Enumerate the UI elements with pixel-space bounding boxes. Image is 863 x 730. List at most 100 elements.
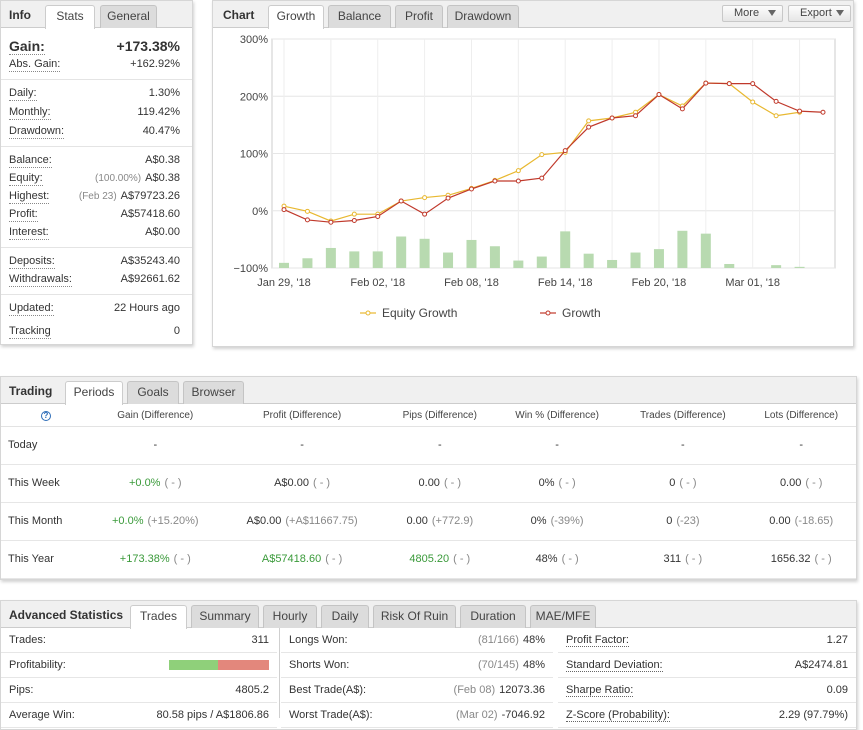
tab-summary[interactable]: Summary (191, 605, 259, 628)
cell-value: +173.38% (119, 553, 170, 565)
data-point (539, 152, 545, 158)
tab-risk-of-ruin[interactable]: Risk Of Ruin (373, 605, 456, 628)
data-point (468, 186, 474, 192)
export-button[interactable]: Export (788, 5, 851, 22)
bar (513, 260, 524, 268)
tab-stats[interactable]: Stats (45, 5, 95, 29)
stat-value-text: 40.47% (142, 125, 180, 137)
export-label: Export (800, 7, 832, 19)
gain-row: Gain: +173.38% (9, 38, 180, 55)
cell-difference: ( - ) (805, 477, 823, 489)
tab-drawdown[interactable]: Drawdown (447, 5, 519, 28)
table-cell: +0.0% (+15.20%) (91, 502, 220, 541)
table-cell: 0.00( - ) (384, 464, 495, 503)
stat-row: Standard Deviation: A$2474.81 (558, 653, 856, 678)
stat-value-text: 12073.36 (499, 684, 545, 696)
tab-balance[interactable]: Balance (328, 5, 391, 28)
stat-value: 119.42% (137, 106, 180, 120)
data-point (562, 148, 568, 154)
data-point (750, 99, 756, 105)
stat-value: (70/145) 48% (478, 659, 545, 671)
bar (396, 236, 407, 268)
trading-panel: Trading Periods Goals Browser ? Gain (Dif… (0, 376, 857, 580)
stat-value-text: 0 (173, 325, 180, 337)
legend-label[interactable]: Growth (562, 306, 601, 320)
bar (302, 258, 313, 268)
table-cell: - (619, 426, 747, 465)
tab-general[interactable]: General (100, 5, 157, 28)
cell-value: - (555, 439, 559, 451)
period-label: Today (1, 426, 91, 465)
tab-duration[interactable]: Duration (460, 605, 526, 628)
bar (466, 239, 477, 268)
stat-label: Updated: (9, 302, 54, 316)
info-tabbar: Info Stats General (1, 1, 192, 29)
gain-value: +173.38% (116, 38, 180, 54)
x-tick-label: Feb 14, '18 (538, 277, 593, 289)
tab-hourly[interactable]: Hourly (263, 605, 317, 628)
stat-label: Equity: (9, 172, 43, 186)
cell-value: A$0.00 (274, 477, 309, 489)
tab-profit[interactable]: Profit (395, 5, 443, 28)
stat-prefix: (Mar 02) (456, 709, 498, 721)
stat-label: Interest: (9, 226, 49, 240)
table-cell: - (91, 426, 220, 465)
stat-value: 1.30% (149, 87, 180, 101)
y-tick-label: 0% (252, 206, 268, 218)
cell-difference: ( - ) (685, 553, 703, 565)
data-point (750, 81, 756, 87)
stat-label: Tracking (9, 325, 51, 339)
cell-value: +0.0% (128, 477, 161, 489)
bar (279, 262, 289, 268)
column-header: Gain (Difference) (91, 406, 220, 427)
data-point (703, 80, 709, 86)
table-row: This Week +0.0%( - ) A$0.00( - ) 0.00( - ) 0… (1, 464, 856, 503)
data-point (820, 109, 826, 115)
stat-value: 1.27 (827, 634, 848, 646)
tab-trades[interactable]: Trades (130, 605, 187, 629)
stat-label: Profit: (9, 208, 38, 222)
stat-value-text: A$92661.62 (120, 273, 180, 285)
data-point (375, 213, 381, 219)
stat-row: Monthly: 119.42% (9, 106, 180, 120)
cell-difference: (-23) (676, 515, 700, 527)
tab-daily[interactable]: Daily (321, 605, 369, 628)
data-point (304, 217, 310, 223)
stat-value-text: 22 Hours ago (113, 302, 180, 314)
tab-browser[interactable]: Browser (183, 381, 244, 404)
cell-value: 0.00 (418, 477, 440, 489)
cell-value: 0.00 (406, 515, 428, 527)
tab-mae-mfe[interactable]: MAE/MFE (530, 605, 596, 628)
stat-value: A$2474.81 (795, 659, 848, 671)
tab-growth[interactable]: Growth (268, 5, 324, 29)
stat-value: 2.29 (97.79%) (779, 709, 848, 721)
bar (724, 263, 735, 268)
stat-label: Best Trade(A$): (289, 684, 367, 696)
tab-periods[interactable]: Periods (65, 381, 123, 405)
column-header: Win % (Difference) (494, 406, 620, 427)
stat-label: Trades: (9, 634, 46, 646)
table-cell: - (384, 426, 495, 465)
stat-label: Pips: (9, 684, 34, 696)
table-cell: - (219, 426, 385, 465)
separator (1, 294, 192, 295)
legend-label[interactable]: Equity Growth (382, 306, 457, 320)
stat-row: Worst Trade(A$): (Mar 02) -7046.92 (281, 703, 553, 728)
more-button[interactable]: More (722, 5, 783, 22)
bar (700, 233, 711, 268)
cell-value: - (153, 439, 158, 451)
stat-value-text: A$0.38 (145, 154, 180, 166)
cell-difference: ( - ) (814, 553, 832, 565)
stat-row: Profit: A$57418.60 (9, 208, 180, 222)
help-icon[interactable]: ? (41, 411, 51, 422)
stat-prefix: (70/145) (477, 659, 519, 671)
stat-prefix: (Feb 08) (453, 684, 496, 696)
stat-label: Withdrawals: (9, 273, 72, 287)
stat-value: 80.58 pips / A$1806.86 (156, 709, 269, 721)
advanced-col-3: Profit Factor: 1.27 Standard Deviation: A$2… (558, 628, 856, 728)
cell-value: 0 (666, 515, 673, 527)
x-tick-label: Feb 20, '18 (632, 277, 687, 289)
tab-goals[interactable]: Goals (127, 381, 179, 404)
data-point (304, 208, 310, 214)
table-cell: 1656.32( - ) (746, 540, 856, 579)
